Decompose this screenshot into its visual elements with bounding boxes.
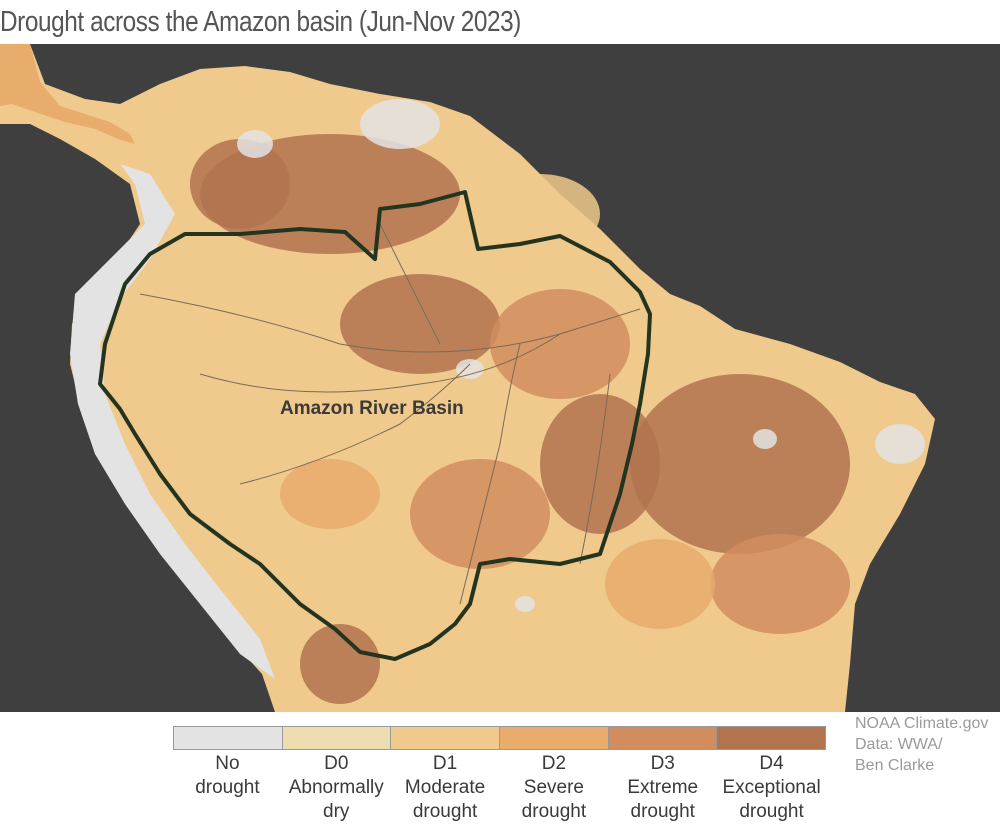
legend-line: No	[215, 753, 240, 774]
legend-label-d4: D4 Exceptional drought	[717, 752, 826, 824]
rivers	[139, 223, 641, 605]
legend-line: drought	[412, 801, 478, 822]
legend-swatch-d0	[282, 727, 392, 749]
drought-map: Amazon River Basin	[0, 44, 1000, 712]
credit-line: Ben Clarke	[855, 757, 935, 774]
legend-label-none: No drought	[173, 752, 282, 824]
basin-outline	[98, 190, 652, 661]
drought-patch-d3	[410, 459, 550, 569]
legend-swatch-none	[174, 727, 283, 749]
river	[579, 373, 611, 565]
legend-line: dry	[323, 801, 350, 822]
legend-line: Moderate	[404, 777, 486, 798]
river	[239, 363, 471, 485]
drought-patch-d4	[540, 394, 660, 534]
legend-bar	[173, 726, 826, 750]
legend-label-d3: D3 Extreme drought	[608, 752, 717, 824]
river	[139, 293, 641, 353]
legend-line: drought	[521, 801, 587, 822]
legend-line: Severe	[523, 777, 584, 798]
drought-patches	[170, 99, 925, 704]
legend-code: D2	[541, 753, 567, 774]
drought-patch-d4	[340, 274, 500, 374]
drought-patch-none	[360, 99, 440, 149]
credit-line: NOAA Climate.gov	[855, 715, 989, 732]
drought-patch-d4	[300, 624, 380, 704]
legend-code: D4	[759, 753, 784, 774]
drought-patch-d2	[280, 459, 380, 529]
central-america	[0, 44, 135, 144]
drought-patch-none	[515, 596, 535, 612]
drought-patch-d2	[605, 539, 715, 629]
legend-code: D1	[432, 753, 458, 774]
legend-swatch-d2	[500, 727, 609, 749]
drought-patch-d1	[500, 629, 620, 699]
river	[459, 343, 521, 605]
legend-line: drought	[630, 801, 695, 822]
page-title: Drought across the Amazon basin (Jun-Nov…	[0, 6, 521, 38]
legend-line: drought	[739, 801, 804, 822]
river	[199, 333, 561, 393]
drought-patch-d3	[490, 289, 630, 399]
drought-patch-none	[456, 359, 484, 379]
river	[379, 223, 441, 345]
legend-line: Exceptional	[722, 777, 821, 798]
legend-swatch-d3	[608, 727, 718, 749]
drought-patch-d1	[170, 319, 290, 409]
drought-patch-d1	[480, 174, 600, 254]
legend-line: Extreme	[627, 777, 699, 798]
drought-patch-none	[875, 424, 925, 464]
drought-patch-d4	[630, 374, 850, 554]
credit-line: Data: WWA/	[855, 736, 943, 753]
basin-label: Amazon River Basin	[280, 398, 464, 419]
legend-code: D0	[324, 753, 349, 774]
drought-patch-none	[753, 429, 777, 449]
map-canvas: Amazon River Basin	[0, 44, 935, 712]
legend-label-d0: D0 Abnormally dry	[282, 752, 391, 824]
legend-swatch-d4	[717, 727, 826, 749]
legend-line: drought	[195, 777, 260, 798]
legend-labels: No drought D0 Abnormally dry D1 Moderate…	[173, 752, 826, 824]
drought-patch-none	[237, 130, 273, 158]
source-credit: NOAA Climate.gov Data: WWA/ Ben Clarke	[855, 713, 1000, 776]
legend-swatch-d1	[391, 727, 501, 749]
drought-patch-d4	[190, 139, 290, 229]
legend-code: D3	[650, 753, 675, 774]
legend-label-d2: D2 Severe drought	[499, 752, 608, 824]
drought-patch-d3	[710, 534, 850, 634]
legend-label-d1: D1 Moderate drought	[391, 752, 500, 824]
legend-line: Abnormally	[288, 777, 384, 798]
